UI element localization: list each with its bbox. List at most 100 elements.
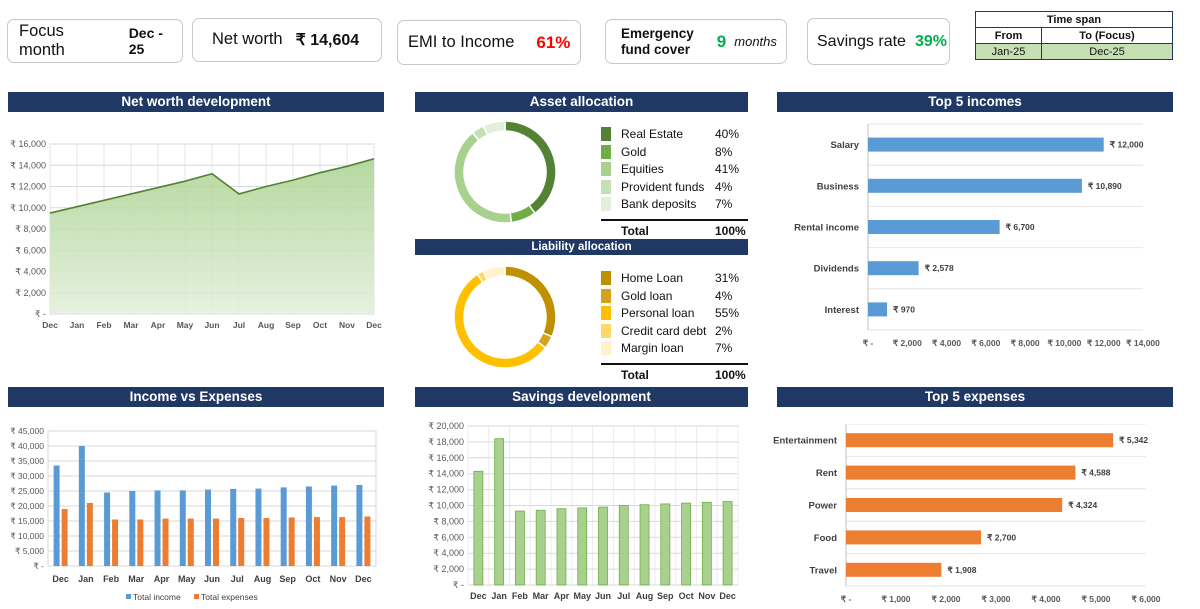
expense-bar [86,503,93,566]
y-tick-label: ₹ 10,000 [428,501,464,511]
legend-row: Personal loan 55% [601,306,748,320]
y-tick-label: ₹ 4,000 [433,548,464,558]
kpi-emi-to-income: EMI to Income 61% [397,20,581,65]
bar [846,465,1076,480]
timespan-from-value[interactable]: Jan-25 [975,43,1042,60]
legend-label: Gold loan [621,288,673,303]
bar [868,220,1000,234]
y-tick-label: ₹ 10,000 [10,203,46,213]
x-tick-label: Jan [70,320,85,330]
timespan-to-label: To (Focus) [1041,27,1173,44]
x-tick-label: May [177,320,194,330]
income-bar [129,491,136,566]
legend-row: Equities 41% [601,162,748,176]
x-tick-label: May [178,574,196,584]
expense-bar [313,517,320,566]
y-tick-label: ₹ - [33,561,44,571]
top-expenses-chart: ₹ - ₹ 1,000 ₹ 2,000 ₹ 3,000 ₹ 4,000 ₹ 5,000 ₹ … [773,424,1161,604]
bar [868,302,888,317]
legend-total-value: 100% [715,367,746,382]
x-tick-label: Mar [123,320,139,330]
x-tick-label: Mar [128,574,145,584]
legend-label: Bank deposits [621,197,697,211]
legend-label: Home Loan [621,271,684,285]
legend-swatch [601,271,611,285]
data-label: ₹ 1,908 [947,565,976,575]
savings-bar [660,503,671,586]
legend-swatch [601,144,611,159]
liability-alloc-title: Liability allocation [415,239,748,255]
legend-total-label: Total [621,223,649,238]
liability-donut [453,265,557,369]
legend-row: Gold 8% [601,144,748,159]
y-tick-label: ₹ - [453,580,464,590]
donut-slice [453,273,547,369]
y-tick-label: ₹ 40,000 [10,441,44,451]
data-label: ₹ 5,342 [1119,435,1148,445]
x-tick-label: ₹ - [863,338,874,348]
legend-row: Provident funds 4% [601,179,748,194]
savings-bar [598,506,608,586]
donut-slice [453,131,513,224]
legend-swatch [601,162,611,176]
income-bar [78,446,85,566]
category-label: Entertainment [773,436,838,447]
x-tick-label: ₹ 6,000 [1131,594,1160,604]
legend-value: 40% [715,127,740,141]
timespan-to-value[interactable]: Dec-25 [1041,43,1173,60]
y-tick-label: ₹ 5,000 [15,546,44,556]
y-tick-label: ₹ 8,000 [15,224,46,234]
bar [868,178,1082,193]
legend-value: 7% [715,197,733,211]
x-tick-label: ₹ 5,000 [1081,594,1110,604]
expense-bar [137,519,144,566]
legend-value: 7% [715,341,733,355]
emi-value: 61% [536,32,571,52]
savings-bar [639,504,650,586]
legend-swatch [194,594,199,599]
income-bar [154,490,161,566]
legend-label: Real Estate [621,127,684,141]
category-label: Power [808,501,837,512]
data-label: ₹ 10,890 [1088,181,1122,191]
x-tick-label: Sep [279,574,296,584]
kpi-savings-rate: Savings rate 39% [807,18,950,65]
x-tick-label: ₹ 14,000 [1126,338,1160,348]
y-tick-label: ₹ 2,000 [433,564,464,574]
income-bar [104,492,111,566]
y-tick-label: ₹ 12,000 [428,485,464,495]
donut-slice [504,120,557,215]
bar [846,433,1114,448]
x-tick-label: Mar [533,591,550,601]
legend-swatch [601,127,611,141]
legend-label: Credit card debt [621,323,707,338]
legend-swatch [601,197,611,211]
legend-value: 55% [715,306,740,320]
income-vs-exp-title: Income vs Expenses [8,387,384,407]
legend-label: Personal loan [621,306,695,320]
y-tick-label: ₹ 16,000 [10,139,46,149]
category-label: Interest [825,305,860,316]
y-tick-label: ₹ 16,000 [428,453,464,463]
x-tick-label: Nov [698,591,715,601]
category-label: Food [814,533,837,544]
bar [868,261,919,276]
x-tick-label: ₹ 8,000 [1011,338,1040,348]
y-tick-label: ₹ 30,000 [10,471,44,481]
x-tick-label: ₹ 3,000 [981,594,1010,604]
savings-rate-value: 39% [914,32,947,50]
x-tick-label: ₹ 2,000 [931,594,960,604]
focus-month-value: Dec - 25 [128,25,163,57]
bar [846,530,981,545]
legend-row: Credit card debt 2% [601,323,748,338]
x-tick-label: Dec [719,591,736,601]
bar [846,498,1063,512]
bar [868,137,1104,152]
emi-label: EMI to Income [408,33,515,51]
plot-area [47,430,377,567]
x-tick-label: Sep [285,320,301,330]
savings-bar [577,507,588,586]
legend-row: Gold loan 4% [601,288,748,303]
x-tick-label: Dec [355,574,372,584]
y-tick-label: ₹ 45,000 [10,426,44,436]
